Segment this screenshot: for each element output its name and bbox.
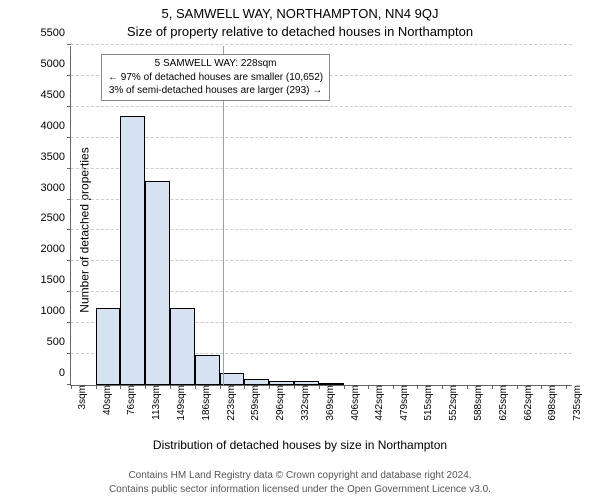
y-tick-mark	[67, 322, 71, 323]
x-tick-label: 296sqm	[269, 385, 286, 421]
annotation-line1: 5 SAMWELL WAY: 228sqm	[108, 57, 323, 71]
histogram-bar	[269, 381, 293, 385]
y-tick-label: 0	[59, 367, 71, 379]
attribution-line2: Contains public sector information licen…	[0, 483, 600, 497]
x-tick-label: 149sqm	[170, 385, 187, 421]
chart-title-address: 5, SAMWELL WAY, NORTHAMPTON, NN4 9QJ	[0, 6, 600, 21]
y-tick-label: 4000	[41, 120, 71, 132]
x-tick-label: 369sqm	[319, 385, 336, 421]
y-tick-label: 4500	[41, 89, 71, 101]
y-tick-label: 5500	[41, 27, 71, 39]
x-tick-label: 588sqm	[467, 385, 484, 421]
gridline-horizontal	[71, 106, 572, 107]
x-tick-label: 186sqm	[195, 385, 212, 421]
x-tick-label: 76sqm	[120, 385, 137, 415]
histogram-bar	[195, 355, 220, 385]
x-tick-label: 552sqm	[442, 385, 459, 421]
x-tick-label: 515sqm	[417, 385, 434, 421]
annotation-box: 5 SAMWELL WAY: 228sqm← 97% of detached h…	[101, 54, 330, 101]
histogram-bar	[145, 181, 169, 385]
annotation-line3: 3% of semi-detached houses are larger (2…	[108, 84, 323, 98]
y-tick-label: 500	[47, 336, 71, 348]
x-tick-label: 735sqm	[566, 385, 583, 421]
y-tick-mark	[67, 291, 71, 292]
gridline-horizontal	[71, 168, 572, 169]
y-tick-mark	[67, 106, 71, 107]
x-tick-label: 442sqm	[368, 385, 385, 421]
y-tick-mark	[67, 137, 71, 138]
y-tick-label: 2000	[41, 243, 71, 255]
y-tick-label: 3000	[41, 182, 71, 194]
x-tick-label: 332sqm	[294, 385, 311, 421]
y-tick-mark	[67, 229, 71, 230]
y-tick-label: 3500	[41, 151, 71, 163]
histogram-bar	[120, 116, 145, 385]
x-tick-label: 259sqm	[244, 385, 261, 421]
attribution-line1: Contains HM Land Registry data © Crown c…	[0, 469, 600, 483]
y-tick-mark	[67, 199, 71, 200]
y-tick-mark	[67, 353, 71, 354]
plot-area: 0500100015002000250030003500400045005000…	[70, 46, 572, 386]
y-tick-label: 5000	[41, 58, 71, 70]
y-tick-label: 1000	[41, 305, 71, 317]
histogram-bar	[244, 379, 269, 385]
y-tick-mark	[67, 44, 71, 45]
attribution-text: Contains HM Land Registry data © Crown c…	[0, 469, 600, 496]
histogram-bar	[319, 383, 344, 385]
x-tick-label: 113sqm	[145, 385, 162, 420]
x-axis-label: Distribution of detached houses by size …	[0, 438, 600, 452]
x-tick-label: 223sqm	[220, 385, 237, 421]
histogram-bar	[294, 381, 319, 385]
y-tick-label: 2500	[41, 212, 71, 224]
x-tick-label: 662sqm	[517, 385, 534, 421]
x-tick-label: 3sqm	[71, 385, 88, 409]
x-tick-label: 40sqm	[96, 385, 113, 415]
chart-title-subtitle: Size of property relative to detached ho…	[0, 24, 600, 39]
gridline-horizontal	[71, 44, 572, 45]
x-tick-label: 406sqm	[344, 385, 361, 421]
histogram-bar	[170, 308, 195, 385]
x-tick-label: 479sqm	[393, 385, 410, 421]
y-tick-mark	[67, 260, 71, 261]
y-tick-mark	[67, 75, 71, 76]
x-tick-label: 698sqm	[541, 385, 558, 421]
y-tick-label: 1500	[41, 274, 71, 286]
annotation-line2: ← 97% of detached houses are smaller (10…	[108, 71, 323, 85]
y-tick-mark	[67, 168, 71, 169]
histogram-bar	[96, 308, 120, 385]
gridline-horizontal	[71, 137, 572, 138]
x-tick-label: 625sqm	[492, 385, 509, 421]
chart-container: 5, SAMWELL WAY, NORTHAMPTON, NN4 9QJ Siz…	[0, 0, 600, 500]
